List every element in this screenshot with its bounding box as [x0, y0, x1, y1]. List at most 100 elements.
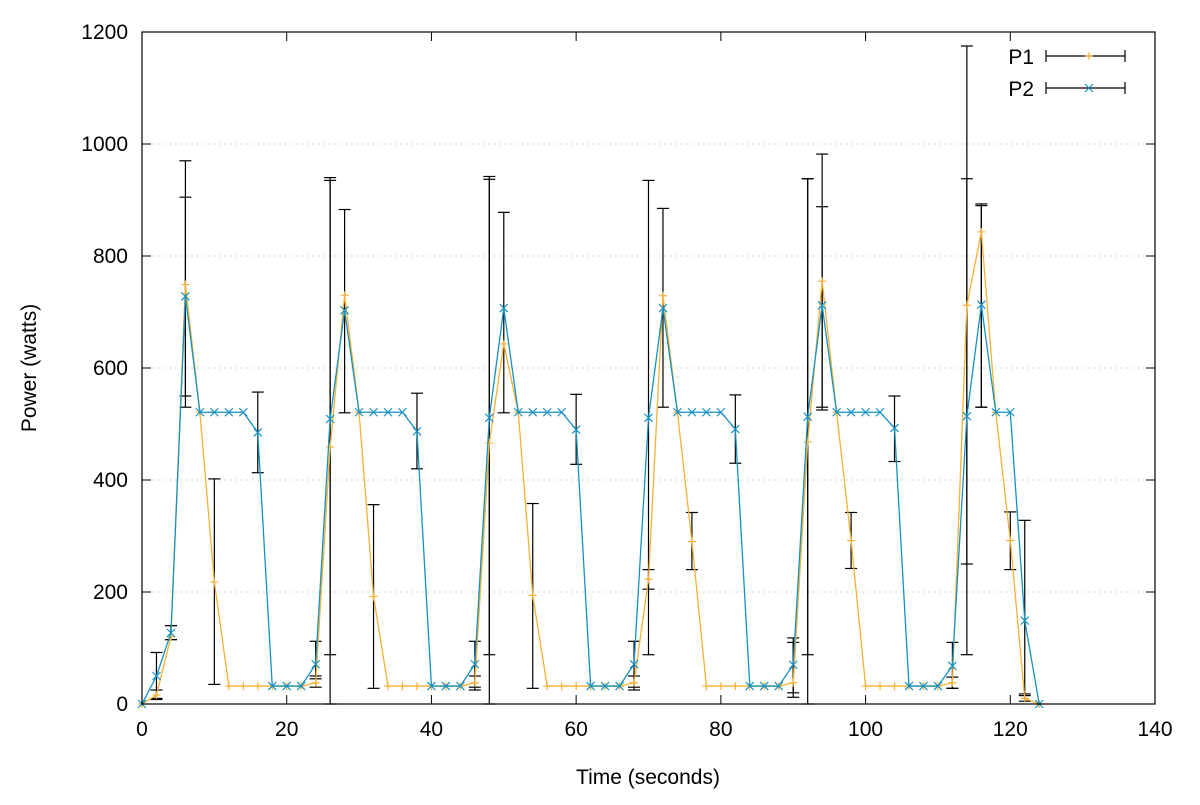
series-p1-point — [876, 682, 885, 691]
series-p2-point — [484, 413, 494, 423]
series-p1-point — [398, 682, 407, 691]
series-p2-point — [774, 681, 784, 691]
series-p2-point — [962, 411, 972, 421]
series-p2-point — [861, 407, 870, 417]
series-p2-point — [933, 681, 943, 691]
series-p2-point — [832, 407, 842, 417]
series-p2-point — [340, 305, 350, 315]
series-p2-point — [571, 425, 581, 435]
series-p2-point — [1020, 616, 1030, 625]
series-p1-point — [543, 682, 552, 691]
x-tick-label: 80 — [709, 718, 732, 741]
series-p2-point — [875, 407, 885, 417]
y-axis-label: Power (watts) — [18, 304, 41, 432]
series-p2-point — [586, 681, 596, 691]
series-p1-point — [557, 682, 566, 691]
series-p1-point — [890, 682, 899, 691]
series-p2-point — [325, 414, 335, 424]
series-p2-point — [455, 681, 465, 691]
series-p2-point — [673, 407, 682, 417]
y-tick-label: 200 — [93, 581, 128, 604]
y-tick-label: 800 — [93, 245, 128, 268]
series-p2-point — [890, 423, 899, 433]
series-p2-point — [730, 424, 740, 434]
series-p1-point — [644, 575, 653, 584]
y-tick-label: 400 — [93, 469, 128, 492]
series-p2-point — [542, 407, 552, 417]
series-p2-point — [282, 681, 292, 691]
series-p2-point — [441, 681, 451, 691]
series-p2-point — [369, 407, 378, 417]
x-tick-label: 60 — [564, 718, 587, 741]
p2-error-bar — [1018, 519, 1031, 697]
series-p2-point — [947, 661, 957, 671]
series-p2-point — [470, 659, 480, 669]
series-p2-point — [1005, 407, 1015, 417]
series-p2-point — [658, 303, 668, 313]
series-p1-point — [528, 591, 537, 600]
series-p1-point — [485, 439, 494, 448]
series-p1-point — [253, 682, 262, 691]
legend-label-p1: P1 — [1008, 46, 1034, 69]
series-p2-point — [991, 407, 1001, 417]
p2-error-bar — [787, 637, 800, 698]
series-p1-point — [311, 678, 320, 687]
series-p1-point — [224, 682, 233, 691]
series-p2 — [137, 291, 1044, 709]
series-p2-point — [716, 407, 726, 417]
series-p2-point — [904, 681, 914, 691]
x-tick-label: 120 — [993, 718, 1028, 741]
series-p2-point — [267, 681, 277, 691]
legend-label-p2: P2 — [1008, 78, 1034, 101]
series-p1-point — [789, 678, 798, 687]
series-p1-line — [141, 231, 1040, 705]
y-tick-label: 0 — [116, 693, 128, 716]
series-p1-point — [1006, 536, 1015, 545]
series-p2-point — [427, 681, 436, 691]
series-p1-point — [861, 682, 870, 691]
series-p1-point — [1020, 694, 1029, 703]
x-tick-label: 100 — [848, 718, 883, 741]
series-p2-point — [152, 671, 161, 681]
legend-marker-p2 — [1084, 83, 1094, 93]
series-p2-point — [803, 412, 813, 422]
x-tick-label: 140 — [1137, 718, 1172, 741]
series-p1-point — [716, 682, 725, 691]
series-p2-point — [354, 407, 364, 417]
series-p2-point — [311, 659, 321, 669]
series-p2-point — [499, 303, 509, 313]
series-layer — [137, 227, 1044, 709]
series-p2-point — [788, 660, 798, 670]
series-p2-point — [759, 681, 769, 691]
series-p1-point — [499, 339, 508, 348]
series-p2-point — [817, 300, 827, 310]
error-bars — [150, 45, 1031, 705]
series-p2-point — [919, 681, 928, 691]
series-p1-point — [977, 227, 986, 236]
series-p1-point — [702, 682, 711, 691]
series-p1-point — [948, 678, 957, 687]
series-p2-point — [557, 407, 567, 417]
y-tick-label: 1000 — [81, 133, 128, 156]
series-p1-point — [210, 577, 219, 586]
series-p1-point — [239, 682, 248, 691]
series-p1-point — [572, 682, 581, 691]
series-p1 — [138, 227, 1044, 708]
y-tick-label: 1200 — [81, 21, 128, 44]
series-p1-point — [326, 442, 335, 451]
series-p2-point — [513, 407, 523, 417]
x-tick-label: 0 — [136, 718, 148, 741]
series-p1-point — [658, 291, 667, 300]
series-p1-point — [369, 592, 378, 601]
series-p1-point — [731, 682, 740, 691]
series-p1-point — [630, 678, 639, 687]
series-p2-point — [209, 407, 219, 417]
series-p2-point — [528, 407, 538, 417]
series-p2-point — [224, 407, 234, 417]
series-p2-point — [600, 681, 610, 691]
x-tick-label: 40 — [420, 718, 443, 741]
series-p1-point — [687, 537, 696, 546]
series-p1-point — [847, 536, 856, 545]
axis-ticks: 0 200 400 600 800 1000 1200 0 20 40 60 80 100 120 140 — [81, 21, 1172, 741]
series-p1-point — [412, 682, 421, 691]
